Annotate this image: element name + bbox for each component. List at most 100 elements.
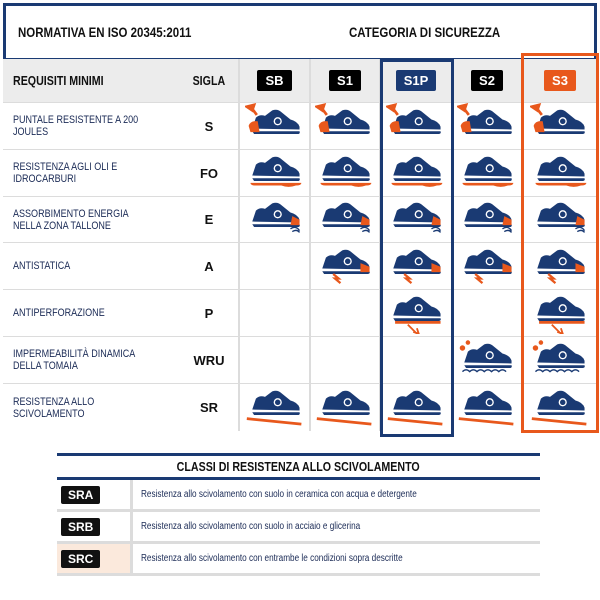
anti-perforation-shoe-icon [530,288,590,339]
requirement-cell [453,150,521,196]
requirement-label: ASSORBIMENTO ENERGIA NELLA ZONA TALLONE [3,197,188,242]
antistatic-shoe-icon [386,241,446,292]
requirement-cell [311,197,379,242]
category-header-s1p: S1P [381,59,451,102]
requirement-label: PUNTALE RESISTENTE A 200 JOULES [3,103,188,149]
requirement-cell [381,197,451,242]
slip-class-description: Resistenza allo scivolamento con entramb… [141,553,403,564]
slip-class-row: SRC Resistenza allo scivolamento con entr… [57,544,540,576]
water-resistant-shoe-icon [457,335,517,386]
slip-class-row: SRB Resistenza allo scivolamento con suol… [57,512,540,544]
requirement-cell [311,337,379,383]
requirement-code: FO [180,150,238,196]
requirement-label: RESISTENZA ALLO SCIVOLAMENTO [3,384,188,431]
header-box: NORMATIVA EN ISO 20345:2011 CATEGORIA DI… [3,3,597,62]
water-resistant-shoe-icon [530,335,590,386]
heel-energy-shoe-icon [245,194,305,245]
requirement-cell [240,290,309,336]
requirement-label: ANTIPERFORAZIONE [3,290,188,336]
requirement-label: ANTISTATICA [3,243,188,289]
requirement-cell [240,197,309,242]
requirement-label: RESISTENZA AGLI OLI E IDROCARBURI [3,150,188,196]
requirement-cell [311,150,379,196]
antistatic-shoe-icon [315,241,375,292]
toe-cap-shoe-icon [528,101,590,152]
antistatic-shoe-icon [457,241,517,292]
category-badge: S3 [544,70,576,91]
toe-cap-shoe-icon [313,101,375,152]
requirement-cell [523,290,597,336]
slip-class-description: Resistenza allo scivolamento con suolo i… [141,489,417,500]
slip-resistant-shoe-icon [245,382,305,433]
requirement-cell [381,290,451,336]
category-badge: S1 [329,70,361,91]
requirement-cell [523,101,597,152]
requirements-table: REQUISITI MINIMI SIGLA SB S1 S1P S2 S3 PUNTALE … [3,53,599,437]
slip-resistant-shoe-icon [457,382,517,433]
requirement-code: WRU [180,337,238,383]
requirement-cell [523,337,597,383]
slip-classes-table: CLASSI DI RESISTENZA ALLO SCIVOLAMENTO S… [57,453,540,576]
requirement-cell [311,384,379,431]
requirement-cell [453,384,521,431]
slip-class-description: Resistenza allo scivolamento con suolo i… [141,521,361,532]
oil-resistant-sole-shoe-icon [245,148,305,199]
requirement-cell [453,101,521,152]
requirements-header: REQUISITI MINIMI [3,59,188,102]
antistatic-shoe-icon [530,241,590,292]
requirement-cell [381,150,451,196]
slip-class-badge: SRC [57,544,133,573]
slip-resistant-shoe-icon [530,382,590,433]
slip-classes-title: CLASSI DI RESISTENZA ALLO SCIVOLAMENTO [57,453,540,480]
slip-resistant-shoe-icon [386,382,446,433]
heel-energy-shoe-icon [530,194,590,245]
category-header-s3: S3 [523,59,597,102]
requirement-cell [523,243,597,289]
requirement-code: E [180,197,238,242]
slip-class-row: SRA Resistenza allo scivolamento con suol… [57,480,540,512]
requirement-code: A [180,243,238,289]
oil-resistant-sole-shoe-icon [530,148,590,199]
requirement-cell [240,337,309,383]
norm-title: NORMATIVA EN ISO 20345:2011 [18,24,192,40]
requirement-cell [311,290,379,336]
requirement-code: SR [180,384,238,431]
oil-resistant-sole-shoe-icon [386,148,446,199]
requirement-cell [381,337,451,383]
toe-cap-shoe-icon [242,101,305,152]
category-badge: S2 [471,70,503,91]
category-header-sb: SB [240,59,309,102]
toe-cap-shoe-icon [384,101,446,152]
category-badge: SB [257,70,292,91]
requirement-cell [240,101,309,152]
requirement-cell [240,384,309,431]
requirement-cell [240,150,309,196]
category-title: CATEGORIA DI SICUREZZA [349,24,501,40]
requirement-cell [453,337,521,383]
code-header: SIGLA [180,59,238,102]
oil-resistant-sole-shoe-icon [315,148,375,199]
requirement-label: IMPERMEABILITÀ DINAMICA DELLA TOMAIA [3,337,188,383]
requirement-cell [381,243,451,289]
slip-resistant-shoe-icon [315,382,375,433]
oil-resistant-sole-shoe-icon [457,148,517,199]
requirement-cell [311,101,379,152]
requirement-code: P [180,290,238,336]
requirement-cell [381,384,451,431]
category-badge: S1P [395,70,437,91]
requirement-cell [523,384,597,431]
slip-class-badge: SRA [57,480,133,509]
requirement-cell [523,197,597,242]
heel-energy-shoe-icon [457,194,517,245]
category-header-s2: S2 [453,59,521,102]
anti-perforation-shoe-icon [386,288,446,339]
requirement-cell [381,101,451,152]
requirement-code: S [180,103,238,149]
category-header-s1: S1 [311,59,379,102]
requirement-cell [311,243,379,289]
requirement-cell [453,197,521,242]
toe-cap-shoe-icon [455,101,517,152]
heel-energy-shoe-icon [386,194,446,245]
slip-class-badge: SRB [57,512,133,541]
requirement-cell [453,243,521,289]
